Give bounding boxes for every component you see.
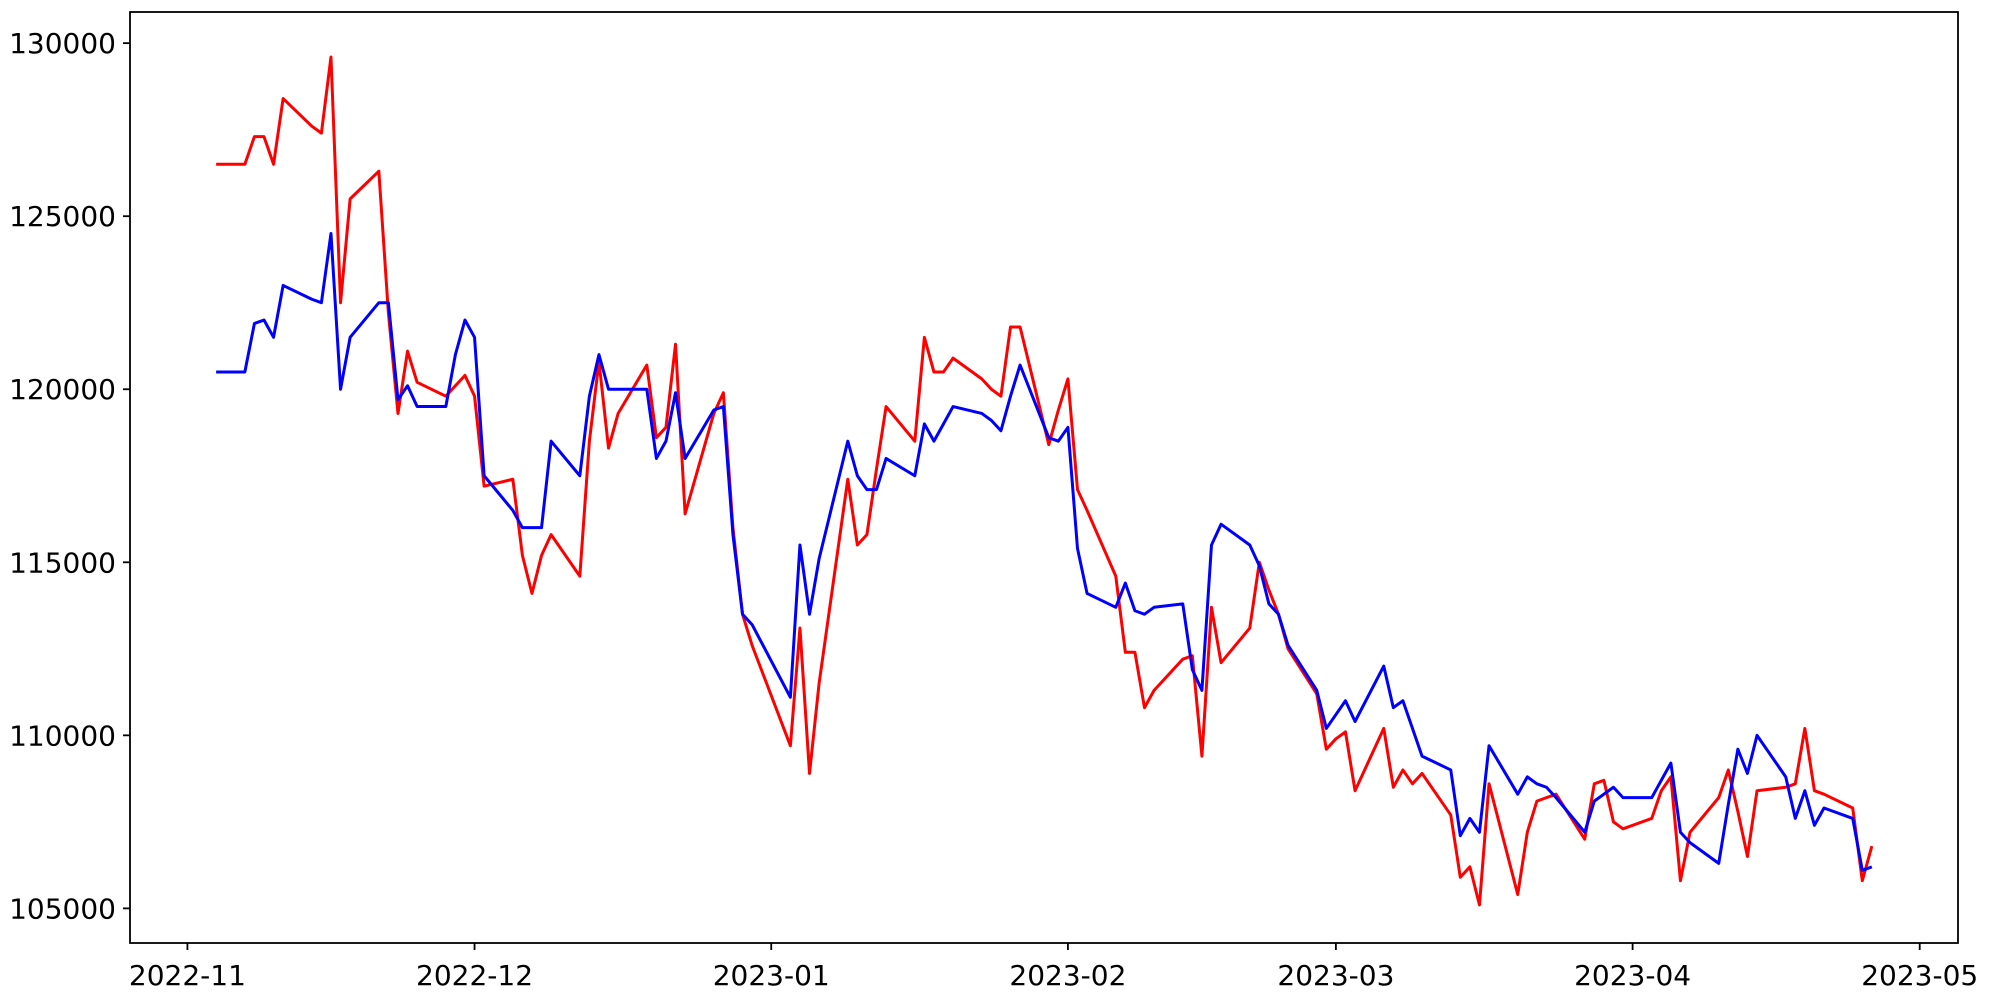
x-tick-label: 2023-02 [1009,959,1126,992]
plot-border [129,11,1959,944]
x-tick-label: 2022-11 [129,959,246,992]
series-red-line [216,55,1874,907]
x-tick-label: 2023-05 [1861,959,1978,992]
x-tick-label: 2022-12 [416,959,533,992]
x-tick-label: 2023-03 [1277,959,1394,992]
y-tick-label: 105000 [9,892,116,925]
y-tick-label: 130000 [9,27,116,60]
y-tick-label: 110000 [9,719,116,752]
y-tick-label: 125000 [9,200,116,233]
x-tick-label: 2023-01 [713,959,830,992]
series-blue-line [216,232,1873,872]
y-tick-label: 120000 [9,373,116,406]
x-tick-label: 2023-04 [1574,959,1691,992]
y-tick-label: 115000 [9,546,116,579]
